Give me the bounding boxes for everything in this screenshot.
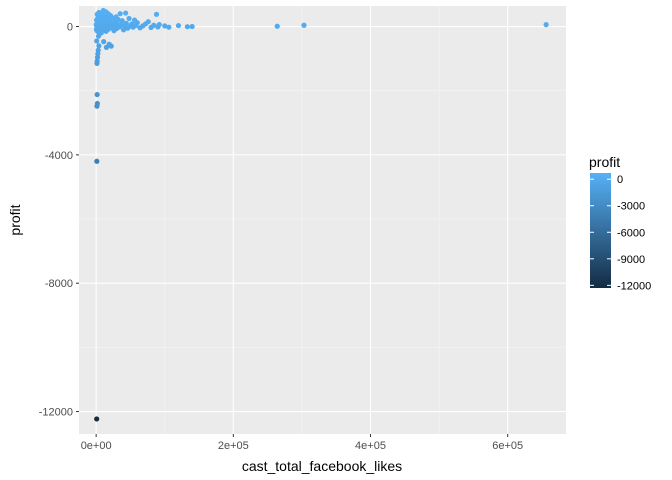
data-point (301, 22, 307, 28)
data-point (184, 24, 190, 30)
legend-tick-label: -9000 (617, 254, 645, 266)
data-point (94, 38, 100, 44)
y-tick-label: 0 (67, 22, 73, 34)
data-points (93, 7, 549, 422)
data-point (189, 23, 195, 30)
x-tick-label: 6e+05 (492, 440, 523, 452)
data-point (123, 10, 129, 16)
plot-background (79, 6, 566, 434)
x-tick-label: 0e+00 (81, 440, 112, 452)
data-point (93, 22, 99, 28)
x-tick-label: 2e+05 (218, 440, 249, 452)
data-point (93, 27, 100, 33)
y-axis: 0 -4000 -8000 -12000 (39, 22, 79, 419)
minor-grid (79, 6, 566, 434)
legend-tick-label: -6000 (617, 227, 645, 239)
y-tick-label: -12000 (39, 407, 73, 419)
data-point (162, 23, 168, 29)
data-point (93, 17, 100, 23)
data-point (274, 23, 280, 29)
color-legend: profit 0 -3000 -6000 -9000 -12000 (589, 154, 651, 292)
data-point (175, 22, 182, 29)
legend-colorbar (590, 173, 611, 288)
data-point (120, 27, 127, 33)
data-point (148, 24, 154, 31)
data-point (94, 103, 100, 109)
legend-tick-label: 0 (617, 174, 623, 186)
data-point (153, 11, 160, 17)
y-tick-label: -8000 (45, 278, 73, 290)
x-tick-label: 4e+05 (355, 440, 386, 452)
data-point (543, 22, 549, 28)
data-point (96, 43, 102, 49)
legend-title: profit (589, 154, 620, 170)
data-point (94, 54, 101, 60)
legend-tick-label: -12000 (617, 280, 651, 292)
y-tick-label: -4000 (45, 150, 73, 162)
data-point (94, 158, 100, 164)
data-point (94, 416, 100, 422)
data-point (95, 33, 102, 39)
x-axis-title: cast_total_facebook_likes (242, 458, 402, 474)
y-axis-title: profit (7, 204, 23, 235)
data-point (94, 11, 100, 17)
data-point (94, 91, 100, 98)
x-axis: 0e+00 2e+05 4e+05 6e+05 (81, 434, 523, 452)
data-point (101, 39, 107, 45)
data-point (166, 24, 172, 30)
data-point (103, 44, 110, 50)
data-point (137, 25, 143, 31)
data-point (108, 43, 114, 49)
data-point (94, 60, 100, 67)
data-point (155, 24, 161, 30)
data-point (126, 15, 132, 22)
legend-tick-label: -3000 (617, 201, 645, 213)
data-point (131, 17, 138, 23)
data-point (117, 11, 123, 17)
